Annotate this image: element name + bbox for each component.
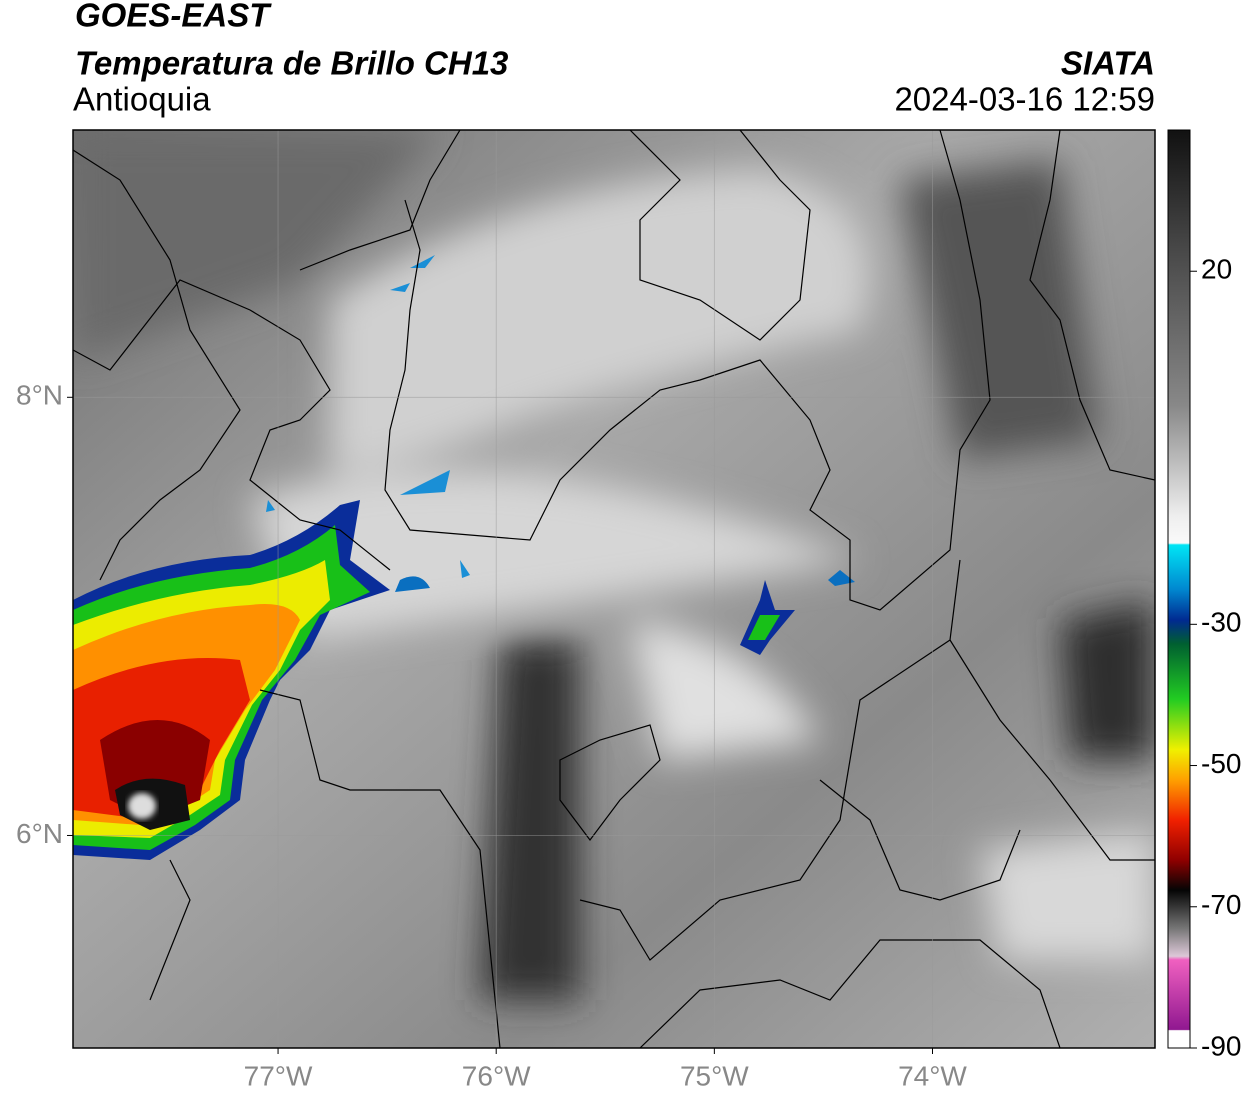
colorbar-tick-label: -70 [1201,889,1241,920]
colorbar-ticks: 20 -30 -50 -70 -90 [1190,254,1241,1061]
storm [73,255,855,860]
map-frame [72,129,1156,1049]
colorbar-tick-label: -50 [1201,748,1241,779]
datetime: 2024-03-16 12:59 [894,81,1155,118]
colorbar-tick-label: -90 [1201,1030,1241,1061]
region: Antioquia [73,81,211,118]
y-tick-label: 8°N [16,380,63,411]
colorbar [1167,129,1191,1049]
grid [73,130,1155,1048]
y-tick-label: 6°N [16,818,63,849]
satellite-image [73,130,1155,1048]
colorbar-tick-label: 20 [1201,254,1232,285]
x-tick-label: 77°W [244,1060,313,1091]
subtitle: Temperatura de Brillo CH13 [75,45,508,82]
source: SIATA [1061,45,1155,82]
colorbar-tick-label: -30 [1201,607,1241,638]
axes: 77°W 76°W 75°W 74°W 8°N 6°N [16,380,967,1092]
x-tick-label: 74°W [898,1060,967,1091]
borders [73,130,1155,1048]
x-tick-label: 76°W [462,1060,531,1091]
title: GOES-EAST [75,0,272,34]
x-tick-label: 75°W [680,1060,749,1091]
